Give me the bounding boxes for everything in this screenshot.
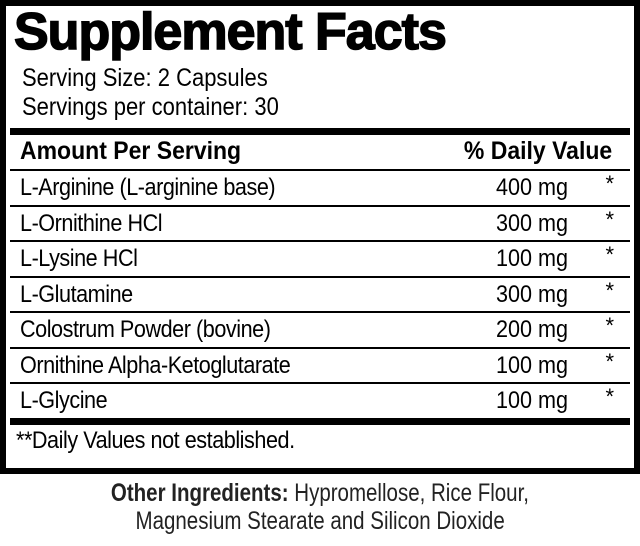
ingredient-amount: 200 mg xyxy=(495,316,568,343)
daily-value-mark: * xyxy=(605,384,614,409)
daily-value-mark: * xyxy=(605,242,614,267)
table-row: L-Glutamine 300 mg * xyxy=(10,275,630,313)
table-row: L-Ornithine HCl 300 mg * xyxy=(10,204,630,242)
table-row: Colostrum Powder (bovine) 200 mg * xyxy=(10,311,630,348)
table-row: Ornithine Alpha-Ketoglutarate 100 mg * xyxy=(10,346,630,384)
supplement-facts-panel xyxy=(0,0,640,474)
ingredient-amount: 100 mg xyxy=(495,387,568,414)
ingredient-name: Ornithine Alpha-Ketoglutarate xyxy=(20,351,291,379)
ingredient-amount: 100 mg xyxy=(495,351,568,379)
ingredient-name: L-Arginine (L-arginine base) xyxy=(20,174,276,201)
other-ingredients-line2: Magnesium Stearate and Silicon Dioxide xyxy=(135,507,505,535)
table-row: L-Arginine (L-arginine base) 400 mg * xyxy=(10,169,630,206)
servings-per-container: Servings per container: 30 xyxy=(22,93,279,121)
ingredient-amount: 400 mg xyxy=(495,174,568,201)
daily-value-mark: * xyxy=(605,206,614,232)
panel-title: Supplement Facts xyxy=(13,2,447,62)
other-ingredients-label: Other Ingredients: xyxy=(110,479,289,507)
daily-value-mark: * xyxy=(605,348,614,374)
ingredient-name: L-Ornithine HCl xyxy=(20,209,163,237)
footnote: **Daily Values not established. xyxy=(16,427,295,454)
daily-value-header: % Daily Value xyxy=(463,137,612,165)
ingredient-amount: 300 mg xyxy=(495,280,568,308)
thick-divider xyxy=(10,418,630,425)
serving-size: Serving Size: 2 Capsules xyxy=(22,64,268,92)
ingredient-name: L-Lysine HCl xyxy=(20,245,138,272)
amount-header: Amount Per Serving xyxy=(20,137,242,165)
daily-value-mark: * xyxy=(605,313,614,338)
table-row: L-Glycine 100 mg * xyxy=(10,382,630,419)
ingredient-name: L-Glycine xyxy=(20,387,108,414)
other-ingredients-text: Hypromellose, Rice Flour, xyxy=(294,479,530,507)
thick-divider xyxy=(10,128,630,135)
ingredient-amount: 300 mg xyxy=(495,209,568,237)
daily-value-mark: * xyxy=(605,277,614,303)
ingredient-name: Colostrum Powder (bovine) xyxy=(20,316,271,343)
other-ingredients-line1: Other Ingredients: Hypromellose, Rice Fl… xyxy=(0,479,640,508)
table-row: L-Lysine HCl 100 mg * xyxy=(10,240,630,277)
daily-value-mark: * xyxy=(605,171,614,196)
ingredient-name: L-Glutamine xyxy=(20,280,133,308)
ingredient-amount: 100 mg xyxy=(495,245,568,272)
